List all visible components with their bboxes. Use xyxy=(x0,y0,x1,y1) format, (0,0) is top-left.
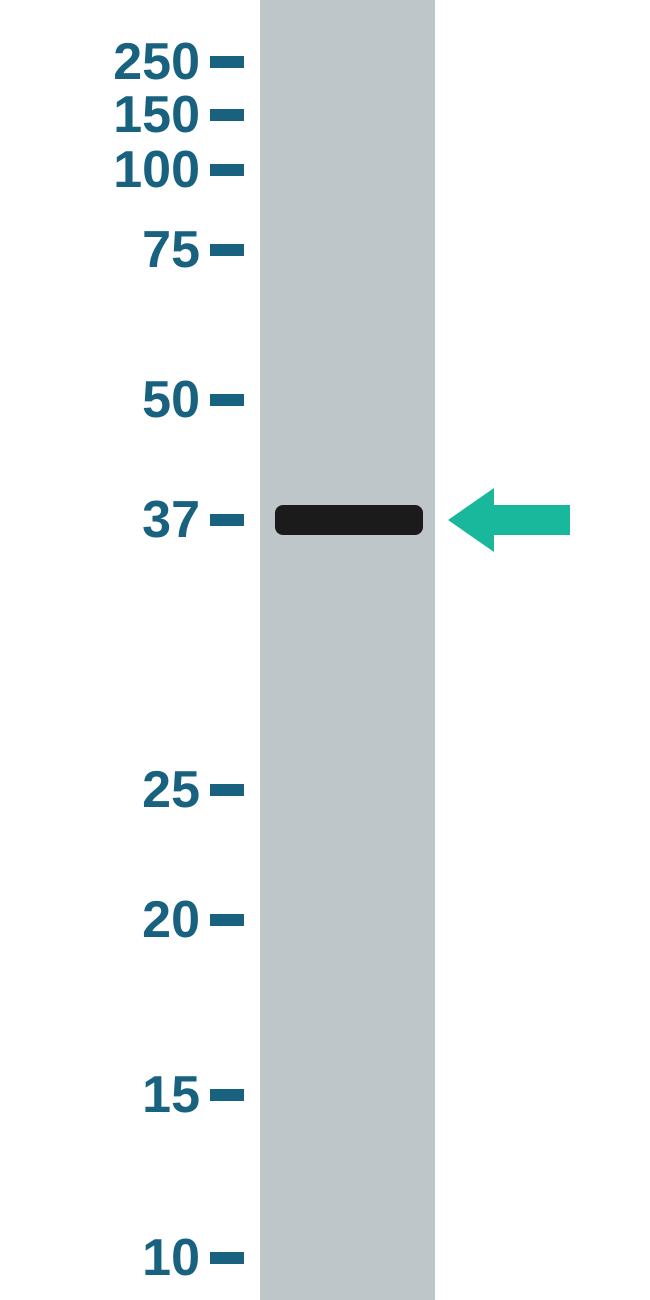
mw-marker-tick xyxy=(210,1089,244,1101)
mw-marker-label: 25 xyxy=(0,764,200,816)
mw-marker-label: 150 xyxy=(0,89,200,141)
mw-marker-tick xyxy=(210,1252,244,1264)
mw-marker-label: 10 xyxy=(0,1232,200,1284)
mw-marker-tick xyxy=(210,109,244,121)
mw-marker-tick xyxy=(210,394,244,406)
western-blot-figure: 250150100 75 50 37 25 20 15 10 xyxy=(0,0,650,1300)
mw-marker-tick xyxy=(210,784,244,796)
gel-lane xyxy=(260,0,435,1300)
mw-marker-label: 100 xyxy=(0,144,200,196)
mw-marker-tick xyxy=(210,56,244,68)
arrow-shaft xyxy=(494,505,570,535)
mw-marker-tick xyxy=(210,164,244,176)
mw-marker-label: 250 xyxy=(0,36,200,88)
mw-marker-tick xyxy=(210,244,244,256)
arrow-head-icon xyxy=(448,488,494,552)
protein-band xyxy=(275,505,423,535)
mw-marker-label: 50 xyxy=(0,374,200,426)
mw-marker-label: 20 xyxy=(0,894,200,946)
mw-marker-label: 75 xyxy=(0,224,200,276)
mw-marker-tick xyxy=(210,914,244,926)
mw-marker-tick xyxy=(210,514,244,526)
mw-marker-label: 37 xyxy=(0,494,200,546)
mw-marker-label: 15 xyxy=(0,1069,200,1121)
